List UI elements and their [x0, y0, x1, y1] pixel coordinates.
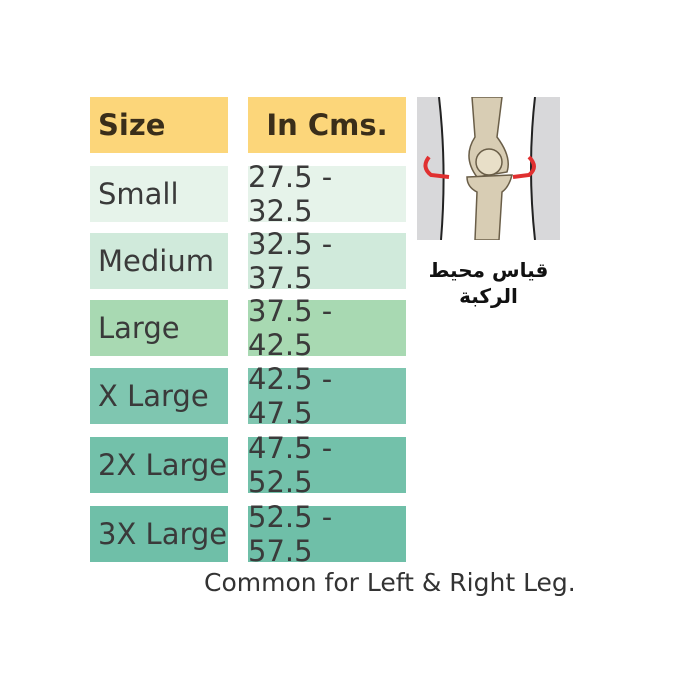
caption-line2: الركبة: [459, 284, 518, 308]
header-cms: In Cms.: [248, 97, 406, 153]
range-cell: 32.5 - 37.5: [248, 227, 406, 295]
range-cell: 42.5 - 47.5: [248, 362, 406, 430]
footer-note: Common for Left & Right Leg.: [204, 568, 576, 597]
size-cell: 3X Large: [90, 506, 228, 562]
range-cell: 47.5 - 52.5: [248, 431, 406, 499]
header-size: Size: [90, 97, 228, 153]
size-cell: Small: [90, 166, 228, 222]
knee-joint-illustration-icon: [417, 97, 560, 240]
range-cell: 37.5 - 42.5: [248, 294, 406, 362]
size-cell: X Large: [90, 368, 228, 424]
size-cell: Large: [90, 300, 228, 356]
size-cell: 2X Large: [90, 437, 228, 493]
range-cell: 52.5 - 57.5: [248, 500, 406, 568]
caption-line1: قياس محيط: [428, 258, 549, 282]
size-cell: Medium: [90, 233, 228, 289]
range-cell: 27.5 - 32.5: [248, 160, 406, 228]
